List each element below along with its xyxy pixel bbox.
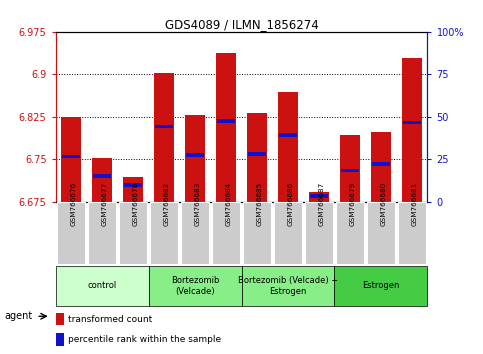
Text: GSM766681: GSM766681: [412, 182, 418, 226]
Bar: [154, 73, 174, 202]
Bar: [185, 115, 205, 202]
FancyBboxPatch shape: [336, 202, 364, 264]
Text: GSM766682: GSM766682: [164, 182, 170, 226]
Bar: [216, 53, 236, 202]
Bar: [156, 125, 172, 128]
Text: agent: agent: [5, 311, 33, 321]
Bar: [280, 133, 297, 137]
Bar: [402, 58, 422, 202]
Bar: [247, 113, 267, 202]
Text: percentile rank within the sample: percentile rank within the sample: [68, 335, 221, 344]
Bar: [61, 117, 81, 202]
Bar: [309, 192, 329, 202]
Bar: [62, 155, 80, 158]
FancyBboxPatch shape: [149, 266, 242, 306]
Text: transformed count: transformed count: [68, 314, 152, 324]
Text: GSM766686: GSM766686: [288, 182, 294, 226]
Bar: [248, 152, 266, 155]
FancyBboxPatch shape: [88, 202, 115, 264]
Bar: [311, 194, 327, 198]
FancyBboxPatch shape: [274, 202, 301, 264]
Bar: [56, 333, 64, 346]
Text: control: control: [87, 281, 117, 290]
FancyBboxPatch shape: [57, 202, 85, 264]
FancyBboxPatch shape: [334, 266, 427, 306]
Bar: [403, 121, 421, 124]
Text: Bortezomib (Velcade) +
Estrogen: Bortezomib (Velcade) + Estrogen: [238, 276, 338, 296]
FancyBboxPatch shape: [305, 202, 333, 264]
FancyBboxPatch shape: [119, 202, 147, 264]
Text: GSM766687: GSM766687: [319, 182, 325, 226]
Bar: [217, 119, 235, 122]
FancyBboxPatch shape: [213, 202, 240, 264]
Bar: [186, 153, 203, 156]
Text: Estrogen: Estrogen: [362, 281, 399, 290]
Bar: [340, 135, 360, 202]
Bar: [125, 183, 142, 187]
Bar: [123, 177, 143, 202]
Text: GSM766677: GSM766677: [102, 182, 108, 226]
FancyBboxPatch shape: [398, 202, 426, 264]
Bar: [92, 158, 112, 202]
FancyBboxPatch shape: [368, 202, 395, 264]
Text: GSM766685: GSM766685: [257, 182, 263, 226]
Text: GSM766679: GSM766679: [350, 182, 356, 226]
Title: GDS4089 / ILMN_1856274: GDS4089 / ILMN_1856274: [165, 18, 318, 31]
Text: GSM766684: GSM766684: [226, 182, 232, 226]
Text: GSM766680: GSM766680: [381, 182, 387, 226]
Text: Bortezomib
(Velcade): Bortezomib (Velcade): [171, 276, 219, 296]
Bar: [341, 169, 358, 172]
Text: GSM766676: GSM766676: [71, 182, 77, 226]
Bar: [372, 162, 389, 166]
FancyBboxPatch shape: [243, 202, 270, 264]
Bar: [278, 92, 298, 202]
Bar: [94, 175, 111, 178]
FancyBboxPatch shape: [182, 202, 209, 264]
FancyBboxPatch shape: [56, 266, 149, 306]
FancyBboxPatch shape: [150, 202, 178, 264]
Text: GSM766683: GSM766683: [195, 182, 201, 226]
FancyBboxPatch shape: [242, 266, 334, 306]
Bar: [371, 132, 391, 202]
Bar: [56, 313, 64, 325]
Text: GSM766678: GSM766678: [133, 182, 139, 226]
